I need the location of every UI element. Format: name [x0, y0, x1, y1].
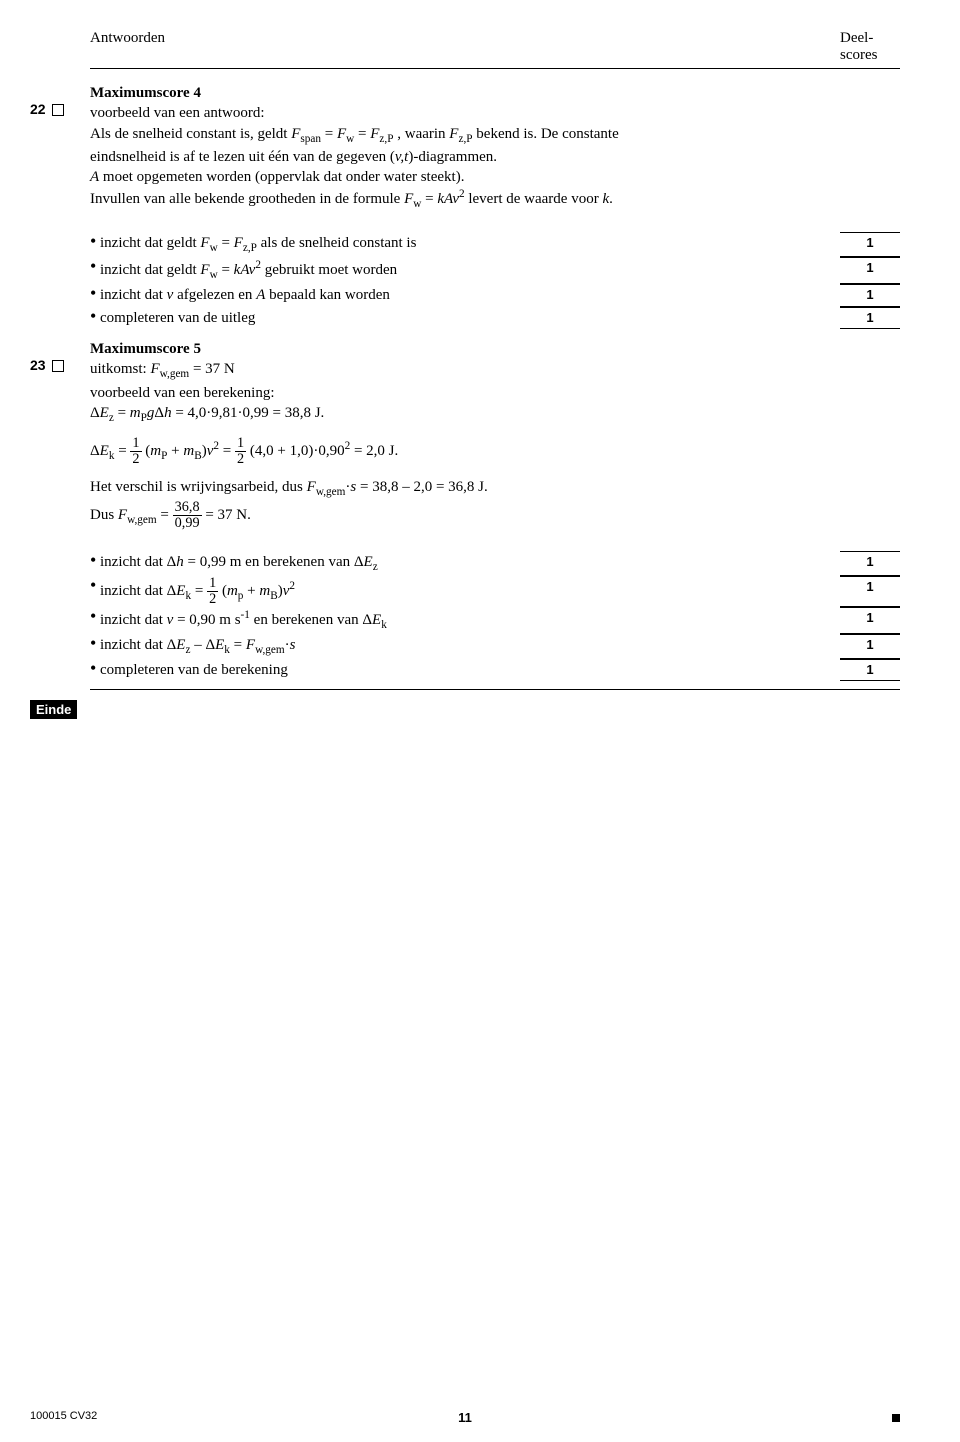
rubric-score: 1 [840, 257, 900, 284]
q23-line: voorbeeld van een berekening: [90, 383, 832, 403]
header-answers: Antwoorden [90, 30, 840, 64]
q23-line: ΔEz = mPgΔh = 4,0·9,81·0,99 = 38,8 J. [90, 403, 832, 426]
end-rule [90, 689, 900, 690]
rubric-item: • inzicht dat Δh = 0,99 m en berekenen v… [90, 551, 840, 576]
rubric-item: • inzicht dat v afgelezen en A bepaald k… [90, 284, 840, 307]
maxscore-22: Maximumscore 4 [90, 83, 832, 103]
rubric-score: 1 [840, 284, 900, 307]
maxscore-23: Maximumscore 5 [90, 339, 832, 359]
rubric-item: • inzicht dat ΔEk = 12 (mp + mB)v2 [90, 576, 840, 607]
rubric-item: • inzicht dat v = 0,90 m s-1 en berekene… [90, 607, 840, 634]
q22-line: voorbeeld van een antwoord: [90, 103, 832, 123]
footer-code: 100015 CV32 [30, 1410, 97, 1422]
q22-line: Als de snelheid constant is, geldt Fspan… [90, 124, 832, 147]
rubric-item: • completeren van de berekening [90, 659, 840, 682]
rubric-score: 1 [840, 576, 900, 607]
q23-line: Dus Fw,gem = 36,80,99 = 37 N. [90, 500, 832, 531]
q23-line: Het verschil is wrijvingsarbeid, dus Fw,… [90, 477, 832, 500]
rubric-item: • completeren van de uitleg [90, 307, 840, 330]
rubric-score: 1 [840, 659, 900, 682]
header-rule [90, 68, 900, 69]
q22-line: A moet opgemeten worden (oppervlak dat o… [90, 167, 832, 187]
q23-line: ΔEk = 12 (mP + mB)v2 = 12 (4,0 + 1,0)·0,… [90, 436, 832, 467]
rubric-score: 1 [840, 634, 900, 659]
header-scores: Deel- scores [840, 30, 900, 64]
rubric-item: • inzicht dat geldt Fw = Fz,P als de sne… [90, 232, 840, 257]
rubric-item: • inzicht dat geldt Fw = kAv2 gebruikt m… [90, 257, 840, 284]
rubric-score: 1 [840, 607, 900, 634]
footer-square-icon [892, 1414, 900, 1422]
question-number-23: 23 [30, 339, 90, 531]
page-number: 11 [458, 1410, 472, 1425]
einde-badge: Einde [30, 700, 77, 719]
rubric-score: 1 [840, 551, 900, 576]
q22-line: Invullen van alle bekende grootheden in … [90, 187, 832, 212]
rubric-score: 1 [840, 232, 900, 257]
rubric-score: 1 [840, 307, 900, 330]
rubric-item: • inzicht dat ΔEz – ΔEk = Fw,gem·s [90, 634, 840, 659]
q22-line: eindsnelheid is af te lezen uit één van … [90, 147, 832, 167]
question-number-22: 22 [30, 83, 90, 212]
q23-line: uitkomst: Fw,gem = 37 N [90, 359, 832, 382]
